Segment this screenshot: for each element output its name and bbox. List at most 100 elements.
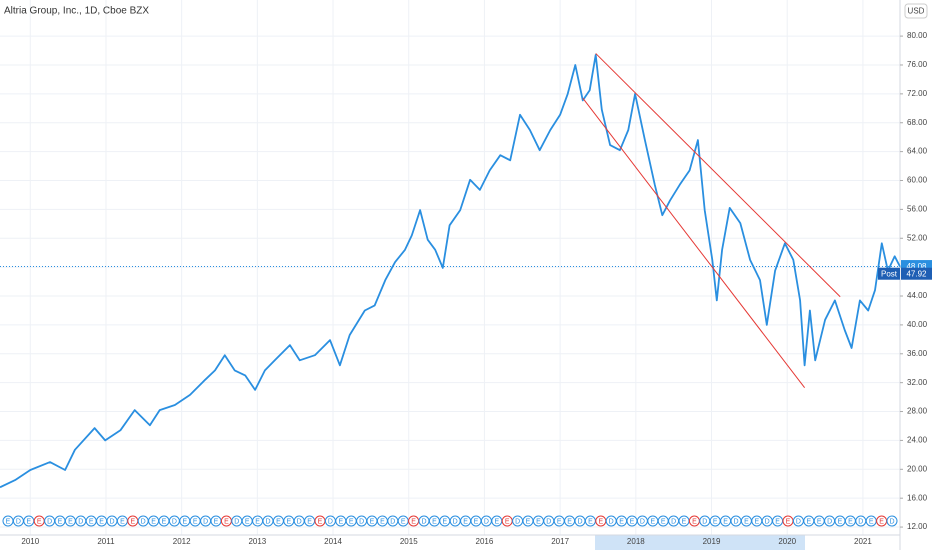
y-tick-label: 28.00 [907,407,928,416]
event-marker-label: D [172,518,177,525]
event-marker-label: D [328,518,333,525]
event-marker-label: D [858,518,863,525]
event-marker-label: E [723,518,728,525]
event-marker-label: E [650,518,655,525]
event-marker-label: D [889,518,894,525]
event-marker-label: E [162,518,167,525]
event-marker-label: E [661,518,666,525]
event-marker-label: D [109,518,114,525]
event-marker-label: E [276,518,281,525]
x-tick-label: 2015 [400,537,418,546]
event-marker-label: E [713,518,718,525]
event-marker-label: E [130,518,135,525]
event-marker-label: D [640,518,645,525]
x-tick-label: 2018 [627,537,645,546]
event-marker-label: D [390,518,395,525]
event-marker-label: E [89,518,94,525]
event-marker-label: E [245,518,250,525]
event-marker-label: E [557,518,562,525]
currency-box [904,3,928,19]
x-tick-label: 2016 [476,537,494,546]
event-marker-label: E [286,518,291,525]
event-marker-label: E [817,518,822,525]
event-marker-label: D [484,518,489,525]
event-marker-label: E [682,518,687,525]
event-marker-label: D [453,518,458,525]
event-marker-label: E [619,518,624,525]
event-marker-label: D [609,518,614,525]
event-marker-label: E [848,518,853,525]
event-marker-label: E [526,518,531,525]
event-marker-label: E [37,518,42,525]
event-marker-label: D [671,518,676,525]
post-price-box [901,267,932,280]
y-tick-label: 12.00 [907,522,928,531]
currency: USD [908,7,925,16]
event-marker-label: D [265,518,270,525]
y-tick-label: 72.00 [907,89,928,98]
event-marker-label: E [588,518,593,525]
event-marker-label: E [630,518,635,525]
event-marker-label: D [702,518,707,525]
y-tick-label: 44.00 [907,291,928,300]
event-marker-label: E [536,518,541,525]
y-tick-label: 20.00 [907,464,928,473]
event-marker-label: E [370,518,375,525]
event-marker-label: D [16,518,21,525]
event-marker-label: D [765,518,770,525]
grid [0,0,900,535]
event-marker-label: E [442,518,447,525]
post-price-label: 47.92 [906,269,927,278]
chart-title: Altria Group, Inc., 1D, Cboe BZX [4,6,149,17]
event-marker-label: D [78,518,83,525]
event-marker-label: E [307,518,312,525]
event-marker-label: D [359,518,364,525]
event-marker-label: E [151,518,156,525]
y-tick-label: 68.00 [907,118,928,127]
event-marker-label: E [432,518,437,525]
event-marker-label: D [47,518,52,525]
event-marker-label: E [505,518,510,525]
event-marker-label: E [494,518,499,525]
event-marker-label: E [68,518,73,525]
event-marker-label: D [796,518,801,525]
event-marker-label: E [869,518,874,525]
event-marker [886,515,898,527]
event-marker-label: E [411,518,416,525]
y-tick-label: 80.00 [907,31,928,40]
event-marker-label: E [786,518,791,525]
event-marker-label: D [234,518,239,525]
event-marker-label: E [567,518,572,525]
event-marker-label: E [838,518,843,525]
event-marker-label: E [463,518,468,525]
event-marker-label: E [120,518,125,525]
event-marker-label: E [879,518,884,525]
event-marker-label: E [474,518,479,525]
event-marker-label: E [224,518,229,525]
y-tick-label: 56.00 [907,204,928,213]
trend-line [582,97,806,389]
event-marker-label: D [546,518,551,525]
event-marker-label: D [515,518,520,525]
y-tick-label: 36.00 [907,349,928,358]
post-label: Post [881,269,898,278]
event-marker-label: D [733,518,738,525]
event-marker-label: E [401,518,406,525]
last-price-label: 48.08 [906,262,927,271]
event-marker-label: D [827,518,832,525]
event-marker-label: E [692,518,697,525]
y-tick-label: 40.00 [907,320,928,329]
event-marker-label: E [255,518,260,525]
y-tick-label: 76.00 [907,60,928,69]
x-tick-label: 2017 [551,537,569,546]
x-tick-label: 2012 [173,537,191,546]
event-marker-label: D [421,518,426,525]
price-line [0,54,901,489]
trend-line [595,53,841,298]
event-marker-label: E [775,518,780,525]
x-tick-label: 2021 [854,537,872,546]
x-tick-label: 2019 [703,537,721,546]
event-marker-label: E [214,518,219,525]
range-highlight [595,535,805,550]
